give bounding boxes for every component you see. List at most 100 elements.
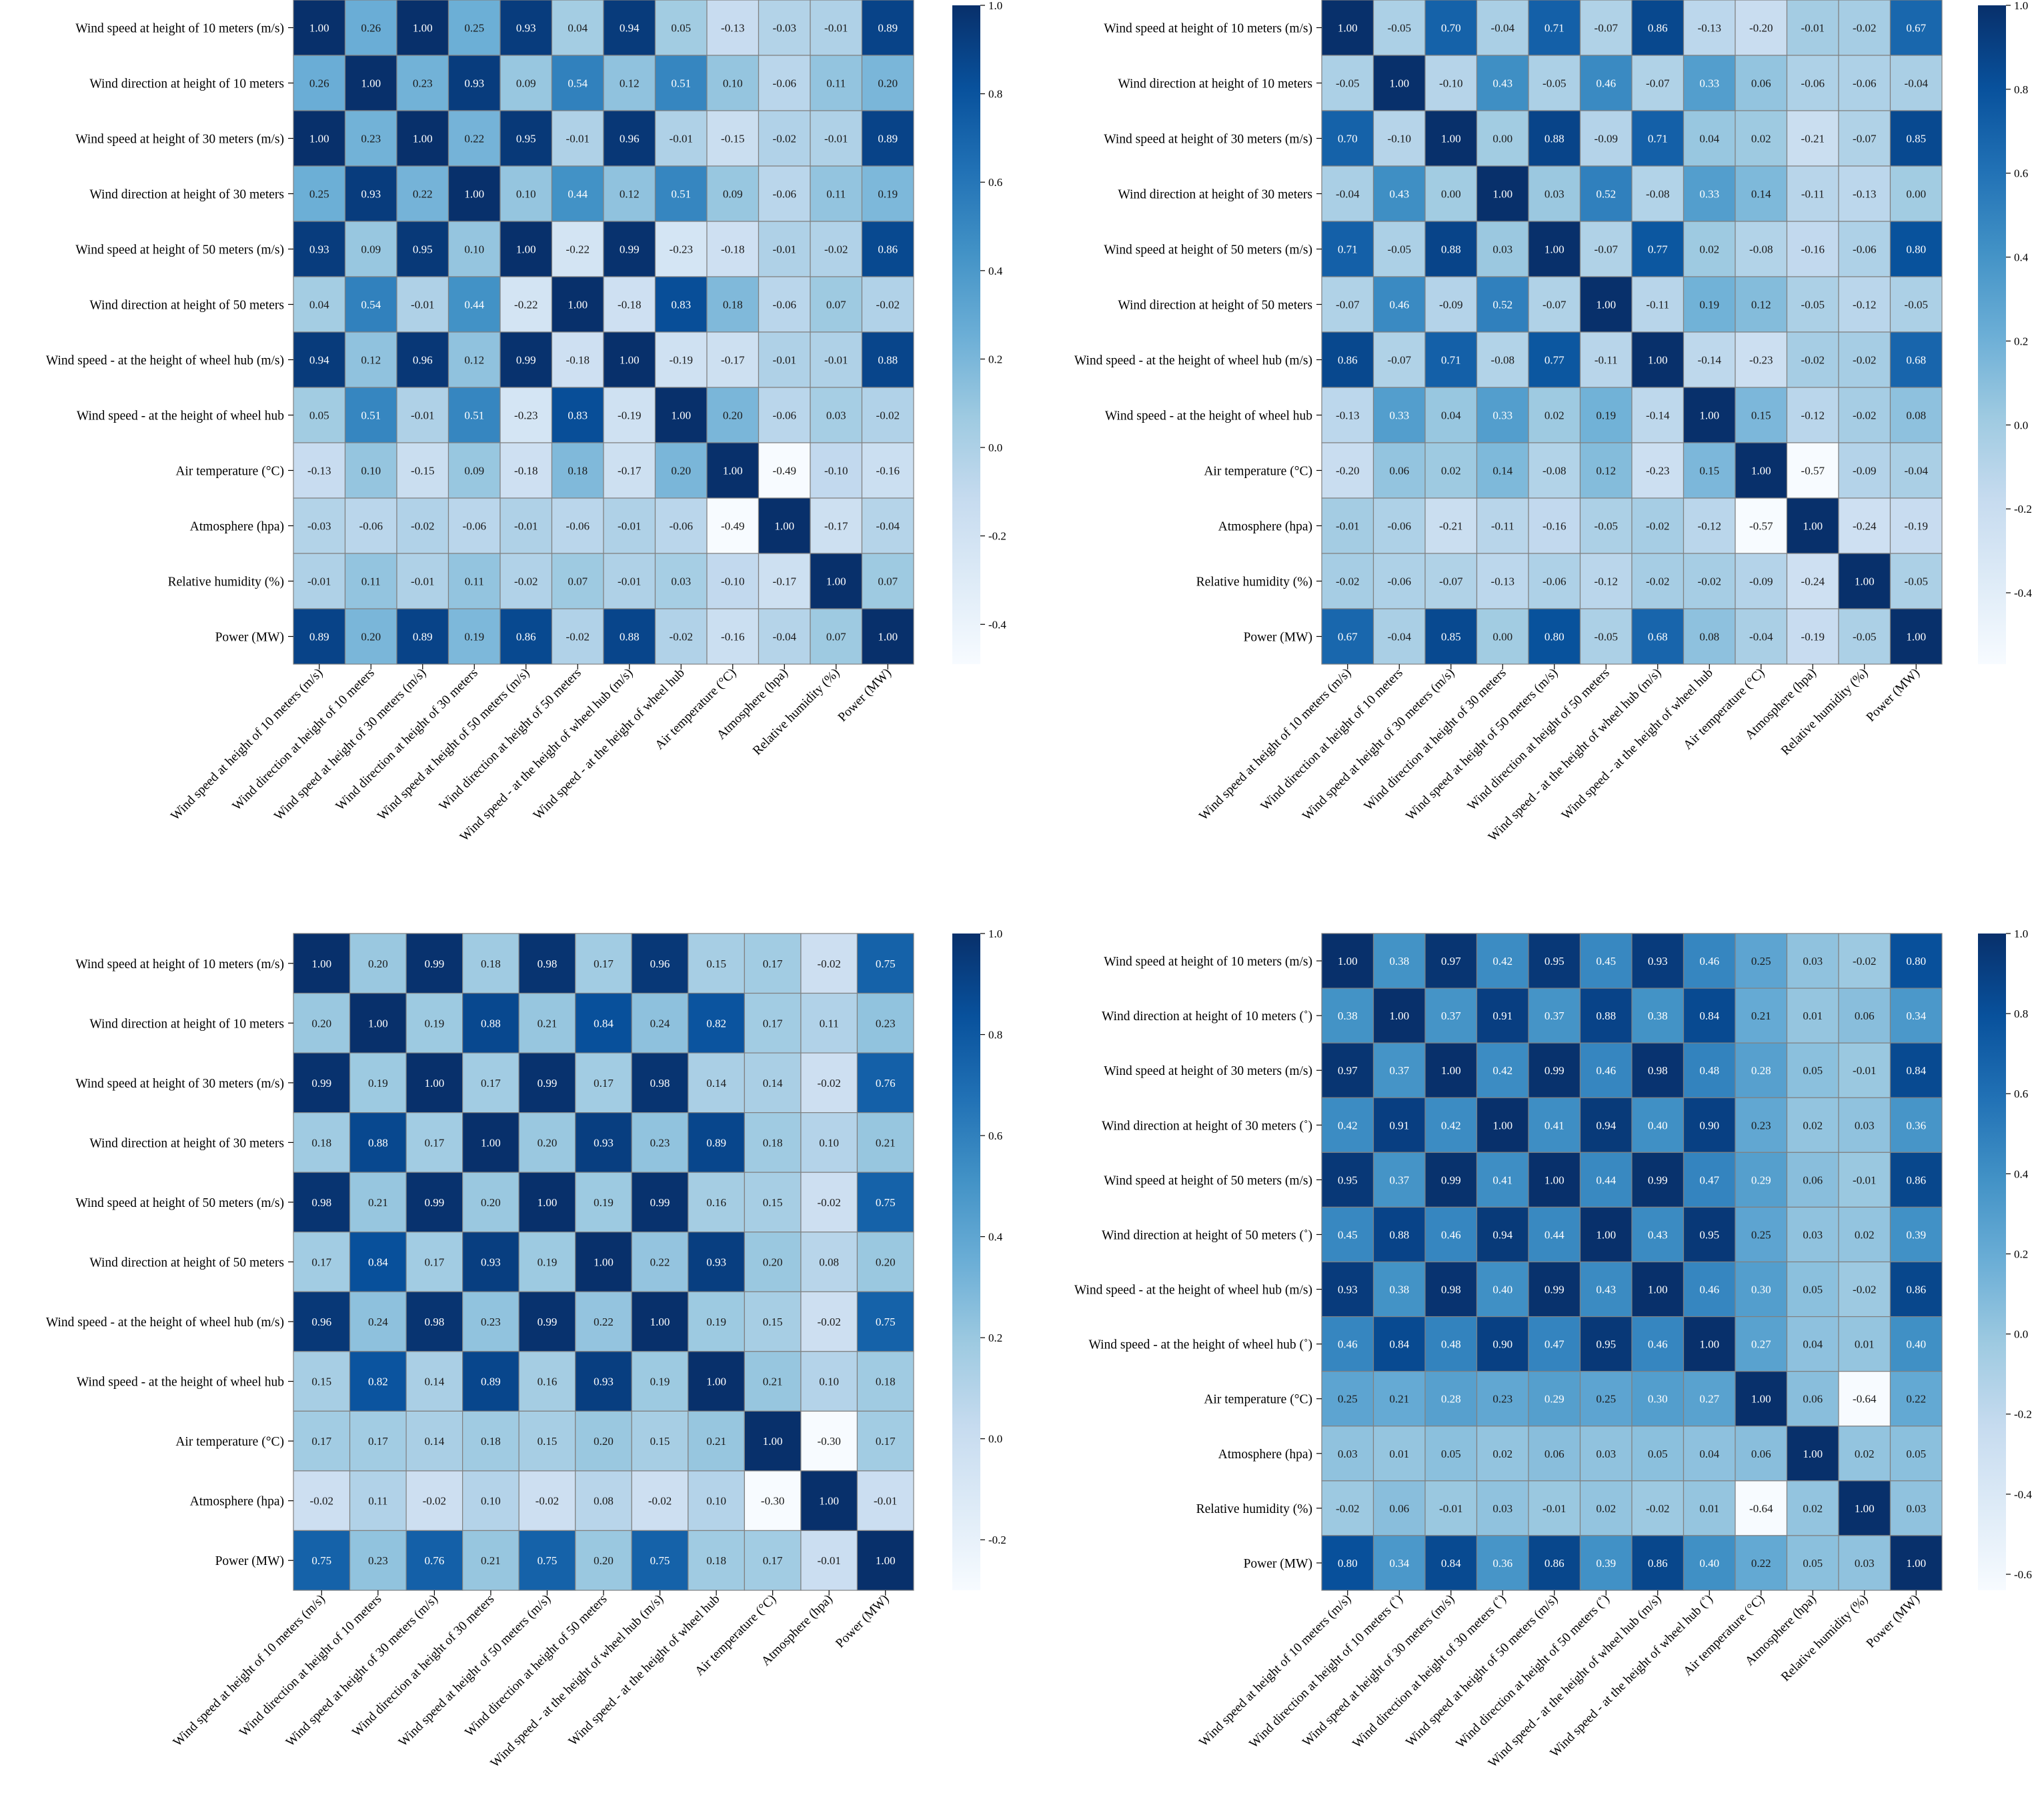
y-tick-label: Wind direction at height of 30 meters [1118,188,1312,202]
cell-value-label: -0.06 [670,520,693,533]
cell-value-label: 0.34 [1389,1557,1409,1570]
cell-value-label: 0.14 [424,1435,444,1448]
cell-value-label: 0.02 [1492,1448,1512,1460]
heatmap-cell [575,1172,632,1233]
cell-value-label: -0.05 [1595,520,1618,533]
cell-value-label: 1.00 [706,1376,726,1388]
cell-value-label: 0.38 [1648,1010,1668,1022]
cell-value-label: -0.04 [1388,631,1412,643]
heatmap-cell [1424,933,1478,989]
cell-value-label: -0.13 [1853,188,1876,201]
cell-value-label: 0.17 [763,1554,783,1567]
cell-value-label: 0.06 [1751,1448,1771,1460]
heatmap-cell [1476,988,1529,1044]
cell-value-label: 0.96 [620,133,640,145]
heatmap-cell [810,442,863,499]
heatmap-cell [1631,276,1685,333]
colorbar-tick-label: 0.6 [2014,167,2028,180]
cell-value-label: 0.88 [620,631,640,643]
cell-value-label: 0.88 [481,1017,501,1030]
cell-value-label: -0.02 [817,1077,840,1090]
heatmap-cell [1889,110,1943,167]
y-tick-label: Wind direction at height of 30 meters (˚… [1102,1119,1312,1133]
heatmap-cell [654,0,708,56]
y-tick-label: Wind direction at height of 30 meters [89,188,284,202]
cell-value-label: 0.84 [1699,1010,1719,1022]
heatmap-cell [810,221,863,277]
y-tick-label: Wind speed - at the height of wheel hub … [46,1316,284,1330]
cell-value-label: 0.29 [1545,1393,1565,1406]
cell-value-label: 1.00 [1751,1393,1771,1406]
heatmap-cell [1889,1316,1943,1372]
cell-value-label: 0.33 [1389,409,1409,422]
cell-value-label: 0.98 [650,1077,670,1090]
cell-value-label: -0.06 [1853,77,1876,90]
heatmap-cell [1631,221,1685,277]
cell-value-label: -0.57 [1801,465,1825,477]
cell-value-label: 0.88 [1441,243,1461,256]
y-tick-label: Wind speed at height of 10 meters (m/s) [75,958,284,972]
heatmap-cell [462,992,520,1054]
cell-value-label: -0.06 [773,77,796,90]
cell-value-label: -0.04 [1336,188,1360,201]
heatmap-cell [1424,165,1478,222]
heatmap-cell [856,992,914,1054]
heatmap-cell [1786,387,1839,443]
cell-value-label: -0.11 [1646,299,1669,311]
heatmap-cell [551,0,604,56]
cell-value-label: 0.03 [1338,1448,1358,1460]
cell-value-label: -0.01 [817,1554,840,1567]
heatmap-cell [861,497,914,554]
heatmap-cell [810,276,863,333]
heatmap-cell [551,221,604,277]
cell-value-label: 0.46 [1389,299,1409,311]
cell-value-label: 0.09 [516,77,536,90]
cell-value-label: -0.02 [310,1495,333,1508]
cell-value-label: -0.04 [773,631,797,643]
cell-value-label: -0.02 [1646,1502,1669,1515]
heatmap-cell [1424,1316,1478,1372]
cell-value-label: 0.37 [1545,1010,1565,1022]
colorbar-tick-label: 0.2 [2014,335,2028,347]
heatmap-cell [1528,553,1581,609]
cell-value-label: -0.08 [1543,465,1566,477]
cell-value-label: 1.00 [368,1017,388,1030]
heatmap-cell [1786,1261,1839,1318]
cell-value-label: 0.25 [1596,1393,1616,1406]
heatmap-cell [1683,110,1736,167]
cell-value-label: 1.00 [464,188,484,201]
cell-value-label: -0.05 [1336,77,1359,90]
heatmap-cell [344,276,397,333]
cell-value-label: 0.08 [1699,631,1719,643]
cell-value-label: 1.00 [878,631,898,643]
cell-value-label: -0.02 [1336,1502,1359,1515]
heatmap-cell [706,276,760,333]
cell-value-label: 0.24 [368,1316,388,1328]
heatmap-cell [1372,553,1426,609]
heatmap-cell [1786,1206,1839,1263]
cell-value-label: 0.21 [763,1376,783,1388]
cell-value-label: 0.17 [876,1435,896,1448]
cell-value-label: 0.25 [1338,1393,1358,1406]
heatmap-cell [344,55,397,111]
cell-value-label: 0.04 [1803,1338,1823,1351]
colorbar-tick-label: 0.6 [988,176,1002,189]
heatmap-cell [518,1351,576,1412]
y-tick-label: Wind speed at height of 10 meters (m/s) [1104,22,1312,36]
cell-value-label: 1.00 [1803,1448,1823,1460]
cell-value-label: -0.01 [514,520,538,533]
heatmap-cell [1683,1316,1736,1372]
cell-value-label: -0.02 [824,243,848,256]
heatmap-cell [1631,331,1685,388]
heatmap-cell [1476,1426,1529,1482]
heatmap-cell [631,1112,689,1173]
cell-value-label: 0.12 [620,77,640,90]
cell-value-label: 0.93 [1648,955,1668,968]
heatmap-cell [1786,110,1839,167]
heatmap-cell [1683,387,1736,443]
cell-value-label: 0.76 [876,1077,896,1090]
cell-value-label: 0.15 [1751,409,1771,422]
colorbar-tick-label: 0.8 [2014,83,2028,96]
cell-value-label: 1.00 [1492,188,1512,201]
cell-value-label: 0.89 [413,631,433,643]
